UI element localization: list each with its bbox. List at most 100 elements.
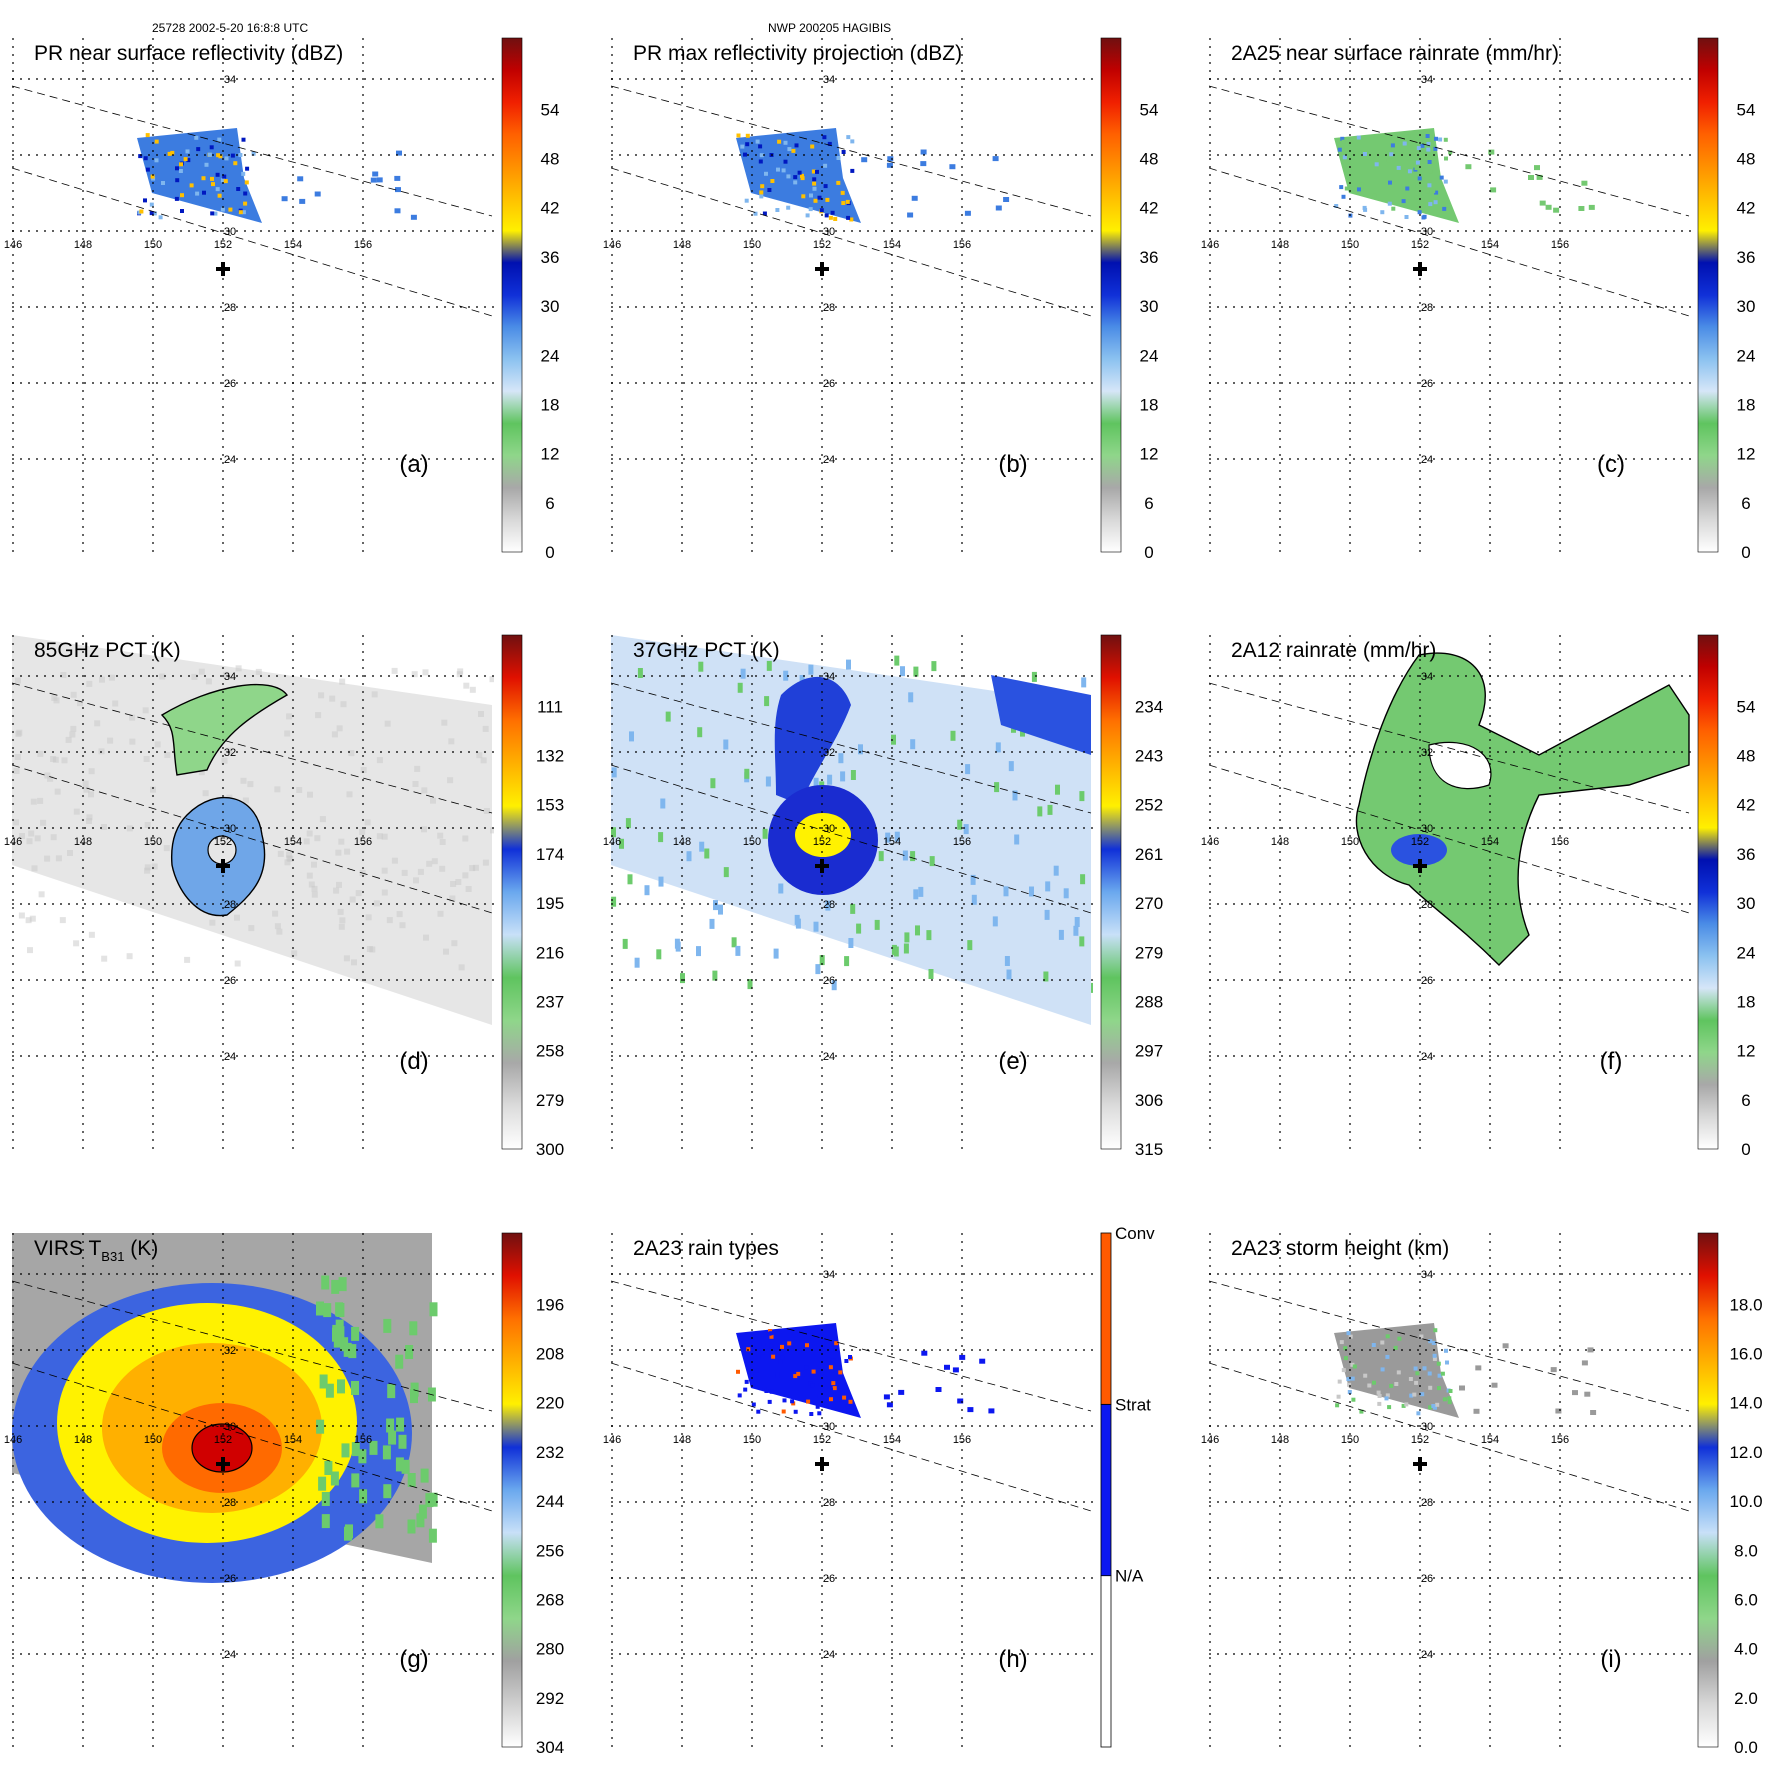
field-cell <box>793 1409 798 1414</box>
field-cell <box>50 756 57 762</box>
field-cell <box>764 1389 769 1393</box>
field-cell <box>370 177 377 183</box>
panel-1: 146 148 150 152 154 156 34 30 28 26 24 PR near surf… <box>4 37 560 562</box>
field-cell <box>1433 200 1438 205</box>
field-cell <box>18 912 25 919</box>
field-cell <box>365 914 372 921</box>
field-cell <box>226 747 233 754</box>
field-cell <box>319 816 326 823</box>
field-cell <box>920 149 927 155</box>
colorbar-tick-label: 54 <box>1140 100 1159 119</box>
field-cell <box>355 890 362 897</box>
field-cell <box>1428 1405 1433 1410</box>
field-cell <box>359 1489 368 1504</box>
field-cell <box>814 1382 819 1387</box>
storm-center-marker <box>815 262 829 276</box>
field-cell <box>1402 141 1407 146</box>
field-cell <box>1340 136 1345 141</box>
colorbar-tick-label: 18.0 <box>1729 1295 1762 1314</box>
field-cell <box>1389 1383 1394 1388</box>
field-cell <box>383 1318 392 1333</box>
colorbar-tick-label: 0 <box>545 543 554 562</box>
field-cell <box>27 947 33 954</box>
field-cell <box>490 827 494 834</box>
colorbar-tick-label: 6 <box>1144 494 1153 513</box>
field-cell <box>1396 165 1401 170</box>
field-cell <box>957 819 963 830</box>
field-cell <box>476 752 483 759</box>
field-cell <box>1437 1386 1441 1391</box>
lon-tick-label: 150 <box>1341 836 1359 848</box>
field-cell <box>762 1386 767 1391</box>
field-cell <box>920 161 927 167</box>
field-cell <box>813 921 819 932</box>
field-cell <box>1377 1401 1382 1406</box>
swath-edge <box>1209 682 1690 814</box>
field-cell <box>759 194 764 199</box>
field-cell <box>428 1528 437 1543</box>
colorbar: 304 292 280 268 256 244 232 220 208 196 <box>501 1232 564 1757</box>
field-cell <box>1047 804 1053 815</box>
field-cell <box>758 159 763 164</box>
field-cell <box>861 157 868 163</box>
field-cell <box>149 202 154 207</box>
field-cell <box>338 838 345 845</box>
field-cell <box>344 848 351 855</box>
panel-6: 146 148 150 152 154 156 34 32 30 28 26 24 2A12 rainr… <box>1201 634 1755 1159</box>
field-cell <box>718 904 723 915</box>
colorbar-label: Strat <box>1115 1395 1151 1414</box>
field-cell <box>336 1326 345 1341</box>
panel-title: 2A12 rainrate (mm/hr) <box>1231 639 1436 662</box>
field-cell <box>887 156 894 162</box>
field-cell <box>164 752 171 758</box>
colorbar-tick-label: 315 <box>1135 1140 1163 1159</box>
field-cell <box>154 158 159 163</box>
field-cell <box>769 1334 774 1339</box>
field-cell <box>850 168 855 173</box>
colorbar-tick-label: 268 <box>536 1590 564 1609</box>
field-cell <box>627 874 633 885</box>
field-cell <box>778 1360 783 1364</box>
lon-tick-label: 148 <box>74 239 92 251</box>
colorbar: 300 279 258 237 216 195 174 153 132 111 <box>501 634 564 1159</box>
field-cell <box>321 1492 330 1506</box>
lat-tick-label: 24 <box>224 454 236 466</box>
field-cell <box>817 1411 822 1416</box>
lon-tick-label: 150 <box>743 836 761 848</box>
colorbar-segment <box>1100 1403 1112 1577</box>
field-cell <box>1080 874 1086 885</box>
field-cell <box>151 863 158 870</box>
field-cell <box>351 1326 360 1341</box>
lat-tick-label: 24 <box>823 1649 835 1661</box>
field-cell <box>145 133 150 138</box>
field-cell <box>800 176 805 181</box>
field-cell <box>1006 969 1012 980</box>
field-cell <box>1428 169 1433 174</box>
lat-tick-label: 34 <box>224 671 236 683</box>
colorbar-tick-label: 0 <box>1741 543 1750 562</box>
field-cell <box>698 661 704 672</box>
field-cell <box>780 1344 784 1349</box>
field-cell <box>1350 160 1355 165</box>
field-cell <box>1428 1385 1433 1390</box>
precip-region <box>736 1323 861 1418</box>
field-cell <box>321 1514 330 1529</box>
colorbar-tick-label: 24 <box>1737 346 1756 365</box>
colorbar-tick-label: 8.0 <box>1734 1541 1758 1560</box>
field-cell <box>37 750 44 757</box>
field-cell <box>439 865 446 872</box>
field-cell <box>878 851 884 862</box>
field-cell <box>343 1342 352 1357</box>
field-cell <box>431 858 438 865</box>
storm-center-marker <box>216 262 230 276</box>
field-cell <box>1413 157 1418 162</box>
field-cell <box>967 940 973 951</box>
lat-tick-label: 30 <box>1421 1421 1433 1433</box>
field-cell <box>1394 1382 1399 1386</box>
colorbar-tick-label: 220 <box>536 1394 564 1413</box>
field-cell <box>1528 175 1534 180</box>
lat-tick-label: 26 <box>1421 975 1433 987</box>
field-cell <box>971 894 977 905</box>
field-cell <box>1356 135 1361 140</box>
colorbar-tick-label: 24 <box>541 346 560 365</box>
